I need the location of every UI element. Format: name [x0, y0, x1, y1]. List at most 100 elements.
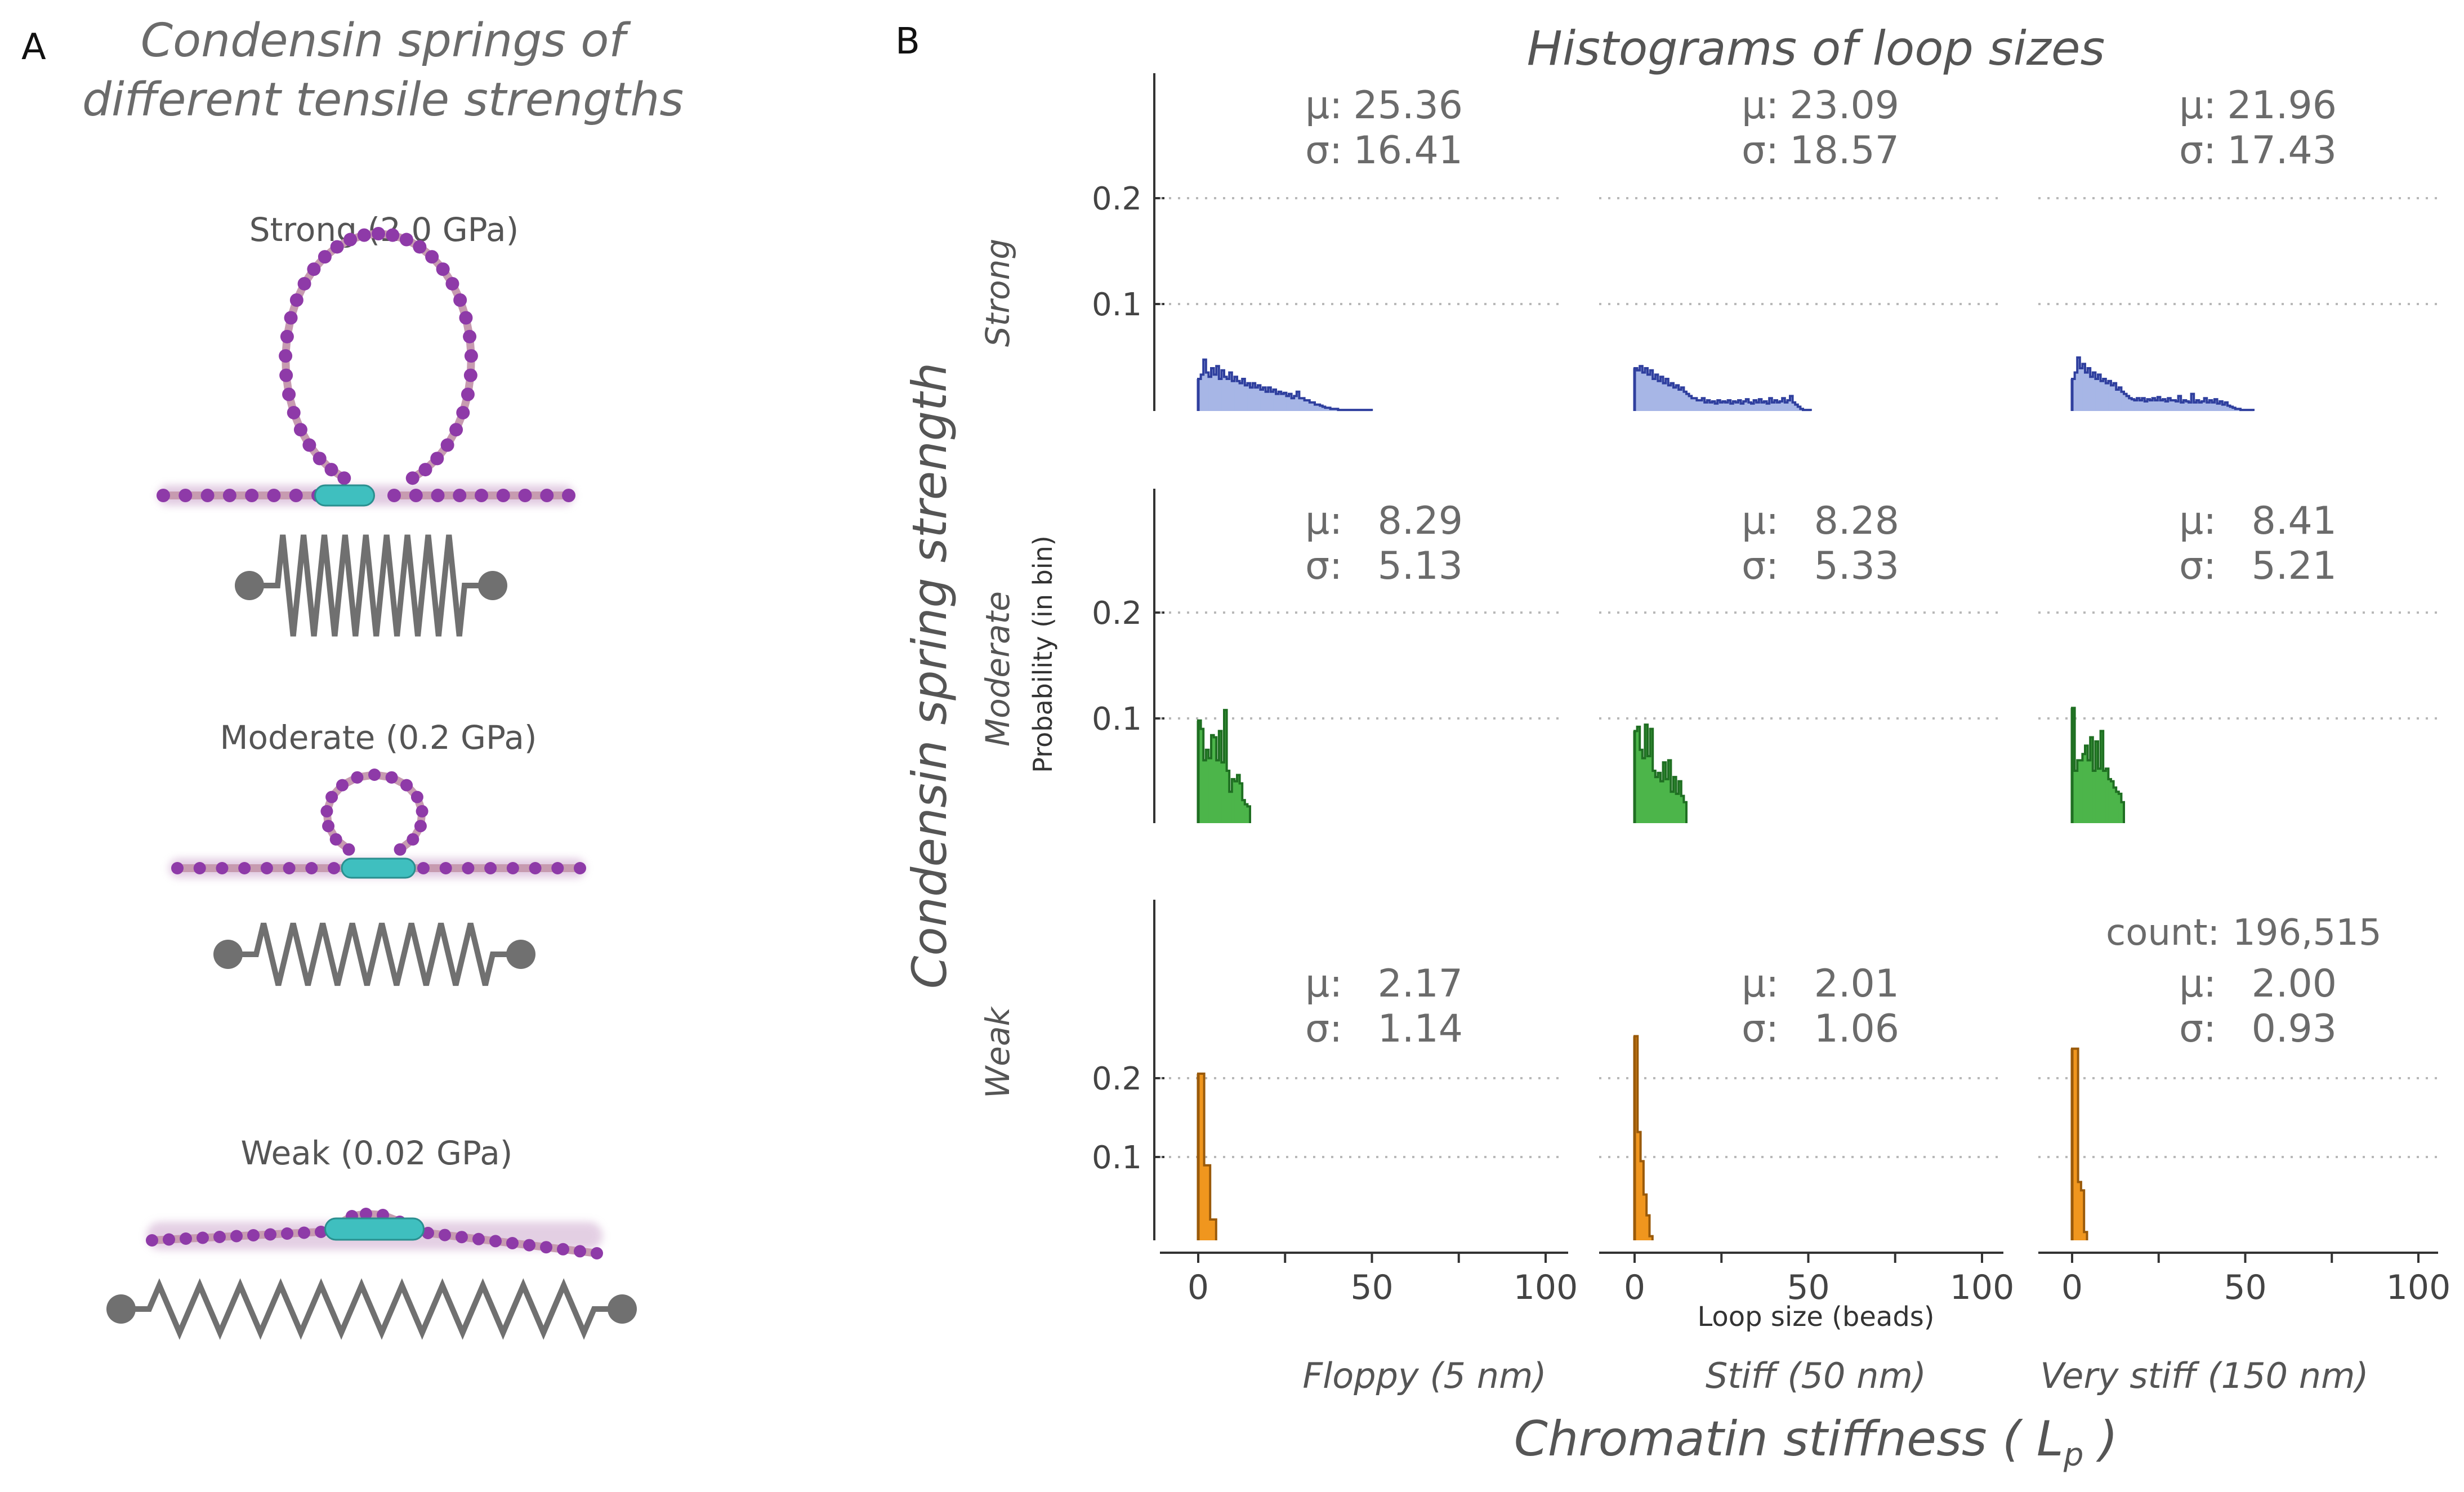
histogram-bar — [1218, 379, 1222, 411]
histogram-bar — [1748, 402, 1752, 411]
histogram-bar — [1663, 383, 1666, 411]
nucleosome-bead — [464, 349, 478, 363]
histogram-bar — [1777, 402, 1780, 411]
histogram-bar — [1315, 404, 1318, 411]
nucleosome-bead — [351, 771, 364, 784]
histogram-bar — [2116, 792, 2119, 823]
histogram-bar — [1709, 402, 1713, 411]
row-axis-label: Condensin spring strength — [902, 363, 957, 989]
nucleosome-bead — [463, 329, 477, 343]
histogram-bar — [1704, 402, 1708, 411]
nucleosome-bead — [399, 233, 413, 247]
nucleosome-bead — [157, 489, 170, 502]
histogram-bar — [1276, 394, 1279, 411]
histogram-bar — [1717, 400, 1721, 411]
bottom-axis-title: Chromatin stiffness ( Lp ) — [1514, 1411, 2118, 1473]
nucleosome-bead — [484, 862, 497, 874]
nucleosome-bead — [289, 293, 303, 307]
histogram-bar — [2212, 402, 2215, 411]
histogram-grid: 0.10.2μ: 25.36σ: 16.41μ: 23.09σ: 18.57μ: 21.9… — [1092, 73, 2450, 1307]
nucleosome-bead — [357, 228, 371, 242]
nucleosome-bead — [506, 862, 519, 874]
mu-value: 2.01 — [1814, 962, 1899, 1006]
nucleosome-bead — [394, 843, 407, 856]
nucleosome-bead — [328, 862, 341, 874]
x-tick-label: 100 — [1950, 1268, 2015, 1307]
histogram-bar — [2077, 358, 2081, 411]
mu-value: 2.00 — [2252, 962, 2337, 1006]
histogram-bar — [1257, 385, 1261, 411]
histogram-weak-floppy: μ: 2.17 σ: 1.14 — [1160, 962, 1559, 1240]
histogram-bar — [2074, 372, 2078, 411]
histogram-bar — [1787, 400, 1791, 411]
nucleosome-bead — [409, 489, 423, 502]
weak-chromatin-illustration — [106, 1208, 637, 1340]
nucleosome-bead — [518, 489, 532, 502]
nucleosome-bead — [260, 862, 273, 874]
nucleosome-bead — [436, 262, 450, 276]
histogram-bar — [1702, 398, 1705, 411]
y-tick-label-weak-0: 0.1 — [1092, 1140, 1142, 1176]
histogram-bar — [1247, 383, 1251, 411]
histogram-bar — [2108, 779, 2112, 823]
histogram-bar — [1213, 737, 1217, 823]
histogram-bar — [1244, 804, 1248, 823]
nucleosome-bead — [591, 1247, 603, 1259]
histogram-bar — [2074, 771, 2078, 823]
histogram-moderate-very-stiff: μ: 8.41 σ: 5.21 — [2038, 499, 2438, 823]
row-moderate: 0.1 0.2 μ: 8.29 σ: 5.13 μ: 8.28 σ: 5.33 μ: 8.41 σ: 5.… — [1092, 489, 2438, 823]
histogram-bar — [1640, 366, 1643, 411]
histogram-bar — [2157, 397, 2161, 411]
histogram-bar — [2204, 398, 2207, 411]
histogram-bar — [1655, 777, 1658, 823]
histogram-bar — [1273, 390, 1276, 411]
histogram-bar — [2144, 401, 2148, 411]
column-label-floppy: Floppy (5 nm) — [1302, 1355, 1546, 1396]
nucleosome-bead — [329, 833, 342, 846]
sigma-label: σ: — [1742, 128, 1779, 173]
histogram-bar — [1643, 1194, 1647, 1240]
histogram-outline — [1197, 709, 1251, 823]
histogram-bar — [1242, 379, 1246, 411]
histogram-bar — [1207, 1165, 1211, 1240]
histogram-bar — [1792, 402, 1796, 411]
histogram-bar — [1317, 404, 1320, 411]
histogram-bar — [1649, 1236, 1653, 1240]
row-label-weak: Weak — [979, 1006, 1017, 1099]
histogram-bar — [1268, 387, 1271, 411]
histogram-bar — [2186, 401, 2189, 411]
mu-value: 25.36 — [1353, 83, 1463, 128]
nucleosome-bead — [305, 862, 318, 874]
histogram-bar — [1252, 383, 1256, 411]
histogram-bar — [1211, 735, 1215, 823]
histogram-bar — [2113, 787, 2117, 823]
panel-a: A Condensin springs of different tensile… — [21, 14, 684, 1340]
histogram-bar — [2090, 377, 2093, 411]
nucleosome-bead — [472, 1232, 485, 1245]
nucleosome-bead — [318, 250, 332, 264]
histogram-bar — [2126, 396, 2130, 411]
nucleosome-bead — [523, 1239, 535, 1252]
bottom-axis-title-symbol: L — [2037, 1411, 2064, 1467]
nucleosome-bead — [146, 1234, 158, 1247]
histogram-bar — [2137, 398, 2140, 411]
histogram-bar — [1304, 400, 1307, 411]
histogram-bar — [1221, 370, 1225, 411]
histogram-bar — [2087, 368, 2091, 411]
histogram-bar — [1645, 725, 1648, 823]
sigma-value: 5.33 — [1814, 544, 1899, 588]
x-axis-label: Loop size (beads) — [1697, 1301, 1934, 1333]
x-tick-label: 50 — [2224, 1268, 2266, 1307]
histogram-bar — [2103, 771, 2106, 823]
sigma-value: 17.43 — [2227, 128, 2337, 173]
histogram-bar — [1784, 402, 1788, 411]
histogram-bar — [1204, 1165, 1208, 1240]
nucleosome-bead — [453, 489, 467, 502]
histogram-bar — [1255, 387, 1258, 411]
histogram-bar — [1766, 403, 1770, 411]
histogram-bar — [1660, 377, 1664, 411]
histogram-bar — [2072, 379, 2075, 411]
row-strong: 0.10.2μ: 25.36σ: 16.41μ: 23.09σ: 18.57μ: 21.9… — [1092, 73, 2438, 412]
count-label: count: — [2106, 912, 2220, 954]
histogram-outline — [1197, 1073, 1217, 1240]
